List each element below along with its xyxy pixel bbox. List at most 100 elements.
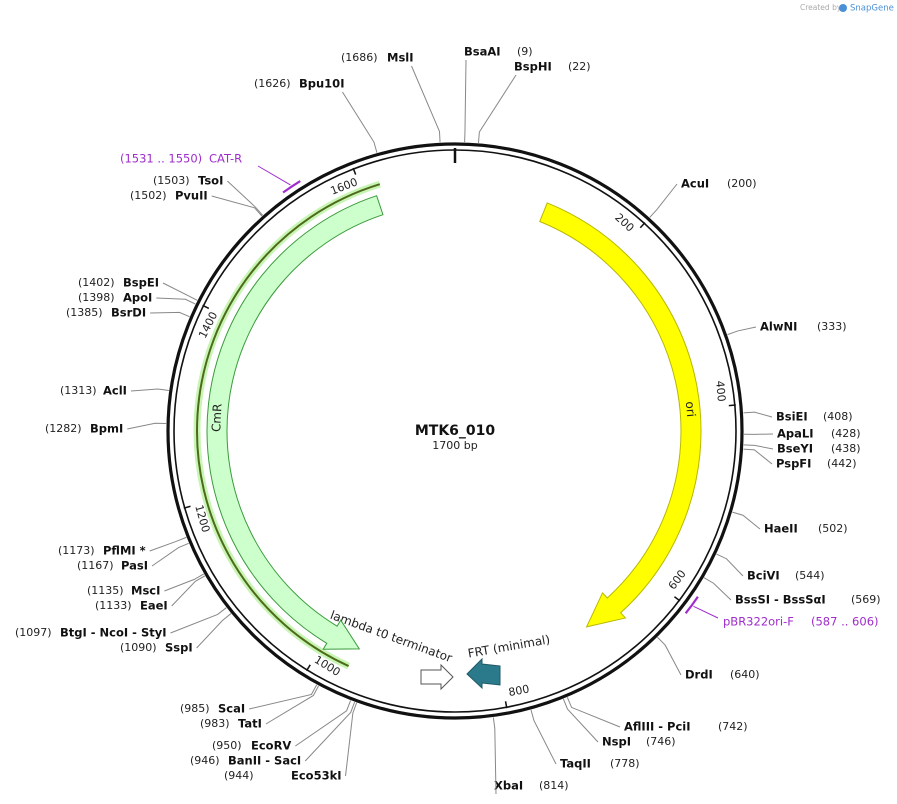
site-leader <box>743 448 773 465</box>
site-name: TaqII <box>560 757 591 771</box>
site-name: MscI <box>131 584 160 598</box>
site-leader <box>150 311 190 318</box>
site-position: (428) <box>831 427 861 440</box>
site-position: (569) <box>851 593 881 606</box>
site-leader <box>345 702 358 777</box>
site-position: (333) <box>817 320 847 333</box>
coordinate-tick <box>728 404 736 407</box>
coordinate-tick <box>674 596 681 602</box>
site-position: (1097) <box>15 626 52 639</box>
site-position: (9) <box>517 45 533 58</box>
site-leader <box>265 685 320 725</box>
site-leader <box>130 388 169 392</box>
site-position: (1398) <box>78 291 115 304</box>
site-position: (983) <box>200 717 230 730</box>
site-name: SspI <box>165 641 193 655</box>
site-leader <box>156 297 196 305</box>
site-name: Bpu10I <box>299 77 344 91</box>
site-leader <box>727 326 757 336</box>
coordinate-tick <box>183 505 191 509</box>
site-position: (746) <box>646 735 676 748</box>
site-position: (1686) <box>341 51 378 64</box>
site-leader <box>657 636 682 676</box>
coordinate-tick <box>504 701 508 709</box>
site-name: EcoRV <box>251 739 291 753</box>
credit-brand: SnapGene <box>850 4 894 14</box>
site-leader <box>171 575 206 607</box>
site-position: (1282) <box>45 422 82 435</box>
site-leader <box>151 542 189 567</box>
site-name: XbaI <box>494 779 523 793</box>
primer-name: pBR322ori-F <box>723 615 794 629</box>
credit-prefix: Created by <box>800 3 842 12</box>
site-name: HaeII <box>764 522 798 536</box>
feature-highlight <box>196 183 381 667</box>
site-position: (1503) <box>153 174 190 187</box>
feature-label: CmR <box>209 403 225 432</box>
primer-name: CAT-R <box>209 152 242 166</box>
site-name: ApoI <box>123 291 152 305</box>
primer-leader <box>257 165 291 186</box>
site-name: TsoI <box>198 174 223 188</box>
feature-label: FRT (minimal) <box>467 632 551 660</box>
site-leader <box>227 180 264 216</box>
site-leader <box>566 697 621 728</box>
site-leader <box>562 698 599 743</box>
site-name: BsrDI <box>111 306 146 320</box>
terminator-arrow <box>420 663 454 691</box>
site-position: (814) <box>539 779 569 792</box>
site-leader <box>464 59 467 143</box>
coordinate-tick <box>639 222 646 229</box>
site-position: (1135) <box>87 584 124 597</box>
frt-arrow <box>466 657 501 690</box>
site-name: NspI <box>602 735 631 749</box>
site-name: BsiEI <box>776 410 808 424</box>
site-leader <box>164 573 205 592</box>
site-position: (544) <box>795 569 825 582</box>
primer-arc <box>282 180 301 194</box>
site-name: TatI <box>238 717 262 731</box>
site-name: BciVI <box>747 569 780 583</box>
site-name: BspHI <box>514 60 552 74</box>
outer-strand <box>166 142 744 720</box>
site-name: EaeI <box>140 599 168 613</box>
site-name: ScaI <box>218 702 245 716</box>
site-leader <box>743 411 773 418</box>
coordinate-label: 400 <box>713 380 728 402</box>
site-leader <box>196 613 232 649</box>
site-name: BspEI <box>123 276 159 290</box>
site-name: BtgI - NcoI - StyI <box>60 626 167 640</box>
site-position: (200) <box>727 177 757 190</box>
site-leader <box>295 700 352 747</box>
coordinate-tick <box>202 304 210 310</box>
site-name: MslI <box>387 51 414 65</box>
site-name: DrdI <box>685 668 713 682</box>
primer-arc <box>684 596 699 615</box>
site-name: AflIII - PciI <box>624 720 691 734</box>
site-leader <box>411 65 441 143</box>
site-name: PflMI * <box>103 544 146 558</box>
site-name: AclI <box>103 384 127 398</box>
map-name: MTK6_010 <box>415 423 496 439</box>
site-leader <box>530 709 557 765</box>
site-leader <box>162 282 198 301</box>
site-position: (442) <box>827 457 857 470</box>
site-name: BseYI <box>777 442 813 456</box>
site-name: PvuII <box>175 189 208 203</box>
site-position: (1173) <box>58 544 95 557</box>
site-leader <box>492 717 497 795</box>
site-leader <box>127 422 167 430</box>
site-name: ApaLI <box>777 427 814 441</box>
site-position: (742) <box>718 720 748 733</box>
map-length: 1700 bp <box>432 439 477 452</box>
site-leader <box>716 553 744 577</box>
site-name: BpmI <box>90 422 123 436</box>
site-position: (1502) <box>130 189 167 202</box>
site-position: (985) <box>180 702 210 715</box>
site-position: (1313) <box>60 384 97 397</box>
site-position: (778) <box>610 757 640 770</box>
coordinate-tick <box>352 167 357 175</box>
site-leader <box>211 195 263 217</box>
site-position: (950) <box>212 739 242 752</box>
feature-arrow <box>539 202 702 628</box>
